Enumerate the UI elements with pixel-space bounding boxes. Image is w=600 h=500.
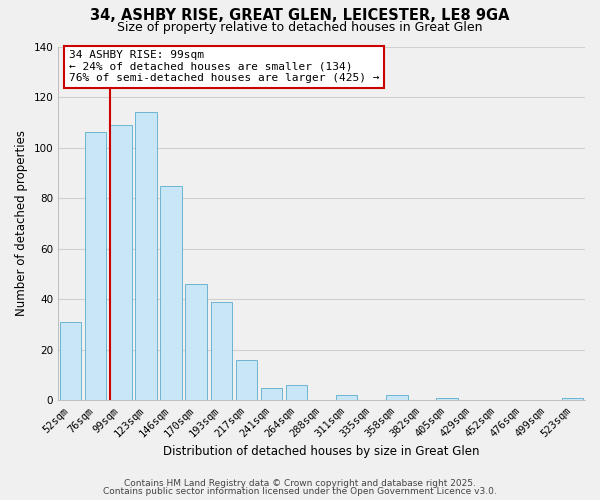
Bar [261, 388, 282, 400]
Bar [562, 398, 583, 400]
Bar [436, 398, 458, 400]
Bar [236, 360, 257, 401]
Bar [160, 186, 182, 400]
X-axis label: Distribution of detached houses by size in Great Glen: Distribution of detached houses by size … [163, 444, 480, 458]
Bar [110, 125, 131, 400]
Text: Size of property relative to detached houses in Great Glen: Size of property relative to detached ho… [117, 21, 483, 34]
Bar [336, 396, 358, 400]
Text: 34, ASHBY RISE, GREAT GLEN, LEICESTER, LE8 9GA: 34, ASHBY RISE, GREAT GLEN, LEICESTER, L… [90, 8, 510, 22]
Text: Contains HM Land Registry data © Crown copyright and database right 2025.: Contains HM Land Registry data © Crown c… [124, 478, 476, 488]
Text: 34 ASHBY RISE: 99sqm
← 24% of detached houses are smaller (134)
76% of semi-deta: 34 ASHBY RISE: 99sqm ← 24% of detached h… [69, 50, 379, 83]
Bar [85, 132, 106, 400]
Bar [136, 112, 157, 401]
Bar [386, 396, 407, 400]
Text: Contains public sector information licensed under the Open Government Licence v3: Contains public sector information licen… [103, 487, 497, 496]
Bar [286, 386, 307, 400]
Y-axis label: Number of detached properties: Number of detached properties [15, 130, 28, 316]
Bar [185, 284, 207, 401]
Bar [60, 322, 82, 400]
Bar [211, 302, 232, 400]
